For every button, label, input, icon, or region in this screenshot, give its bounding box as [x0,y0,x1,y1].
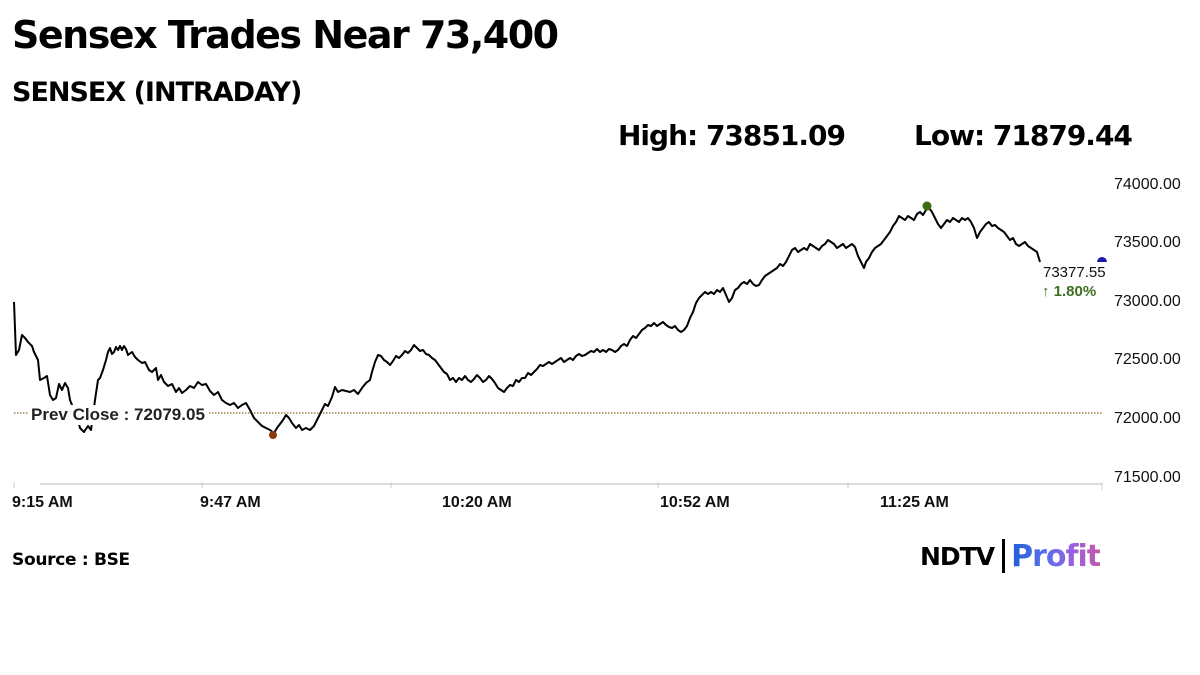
last-value-marker [1097,257,1107,262]
logo-divider [1002,539,1006,573]
y-tick-label: 72000.00 [1114,410,1181,427]
x-tick-label: 10:20 AM [442,494,512,511]
source-label: Source : BSE [12,550,130,570]
y-tick-label: 74000.00 [1114,176,1181,193]
chart-subtitle: SENSEX (INTRADAY) [12,77,302,108]
y-tick-label: 71500.00 [1114,469,1181,486]
x-tick-label: 11:25 AM [880,494,949,511]
last-change-label: ↑ 1.80% [1042,283,1096,300]
x-tick-label: 9:15 AM [12,494,73,511]
high-label: High: 73851.09 [618,119,846,152]
y-tick-label: 73000.00 [1114,293,1181,310]
y-tick-label: 72500.00 [1114,351,1181,368]
high-marker [922,201,932,211]
price-line [13,207,1041,434]
low-marker [269,431,277,439]
last-value-label: 73377.55 [1043,264,1106,281]
y-tick-label: 73500.00 [1114,234,1181,251]
ndtv-profit-logo: NDTV Profit [920,538,1101,574]
last-change-percent: 1.80% [1053,283,1097,300]
page-title: Sensex Trades Near 73,400 [12,13,559,57]
prev-close-label: Prev Close : 72079.05 [28,405,208,425]
x-tick-label: 9:47 AM [200,494,261,511]
low-label: Low: 71879.44 [914,119,1133,152]
logo-ndtv-text: NDTV [920,541,995,571]
arrow-up-icon: ↑ [1042,283,1050,300]
logo-profit-text: Profit [1011,538,1101,574]
x-tick-label: 10:52 AM [660,494,730,511]
